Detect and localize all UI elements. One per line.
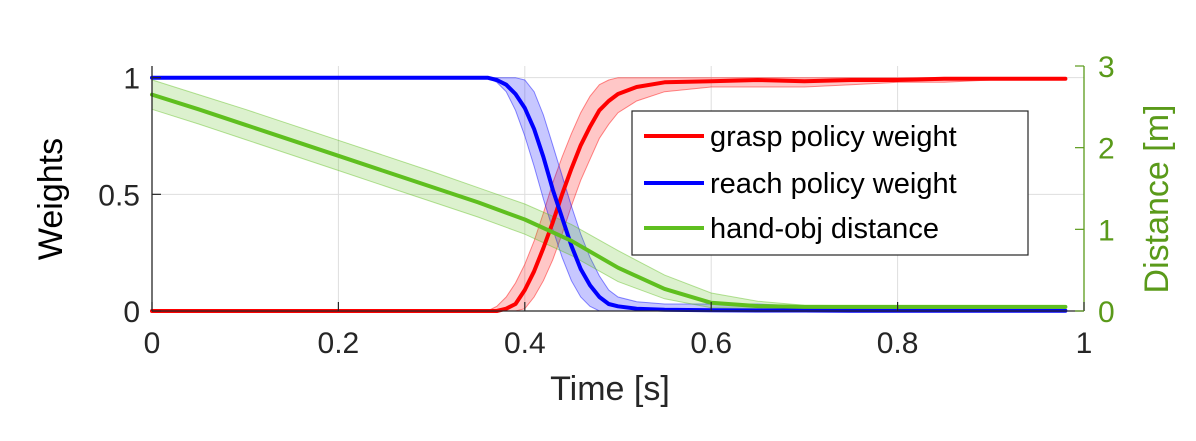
legend-label-reach: reach policy weight [710, 168, 957, 200]
x-axis-title: Time [s] [550, 370, 670, 408]
y-left-tick-label: 0 [123, 296, 140, 329]
legend: grasp policy weight reach policy weight … [631, 110, 1029, 256]
series-line-hand-obj-distance [150, 92, 1068, 309]
y-axis-left-title: Weights [32, 138, 70, 260]
x-tick-label: 0.4 [504, 327, 546, 360]
y-right-tick-label: 1 [1098, 214, 1115, 247]
x-tick-label: 0.8 [877, 327, 919, 360]
x-tick-label: 1 [1076, 327, 1093, 360]
x-tick-label: 0 [144, 327, 161, 360]
y-left-tick-label: 0.5 [98, 179, 140, 212]
y-right-tick-label: 3 [1098, 51, 1115, 84]
legend-label-distance: hand-obj distance [710, 213, 939, 245]
y-left-tick-label: 1 [123, 63, 140, 96]
x-tick-label: 0.2 [318, 327, 360, 360]
y-right-tick-label: 2 [1098, 133, 1115, 166]
axes [151, 65, 1085, 312]
y-right-tick-label: 0 [1098, 296, 1115, 329]
series-line-grasp-policy-weight [150, 76, 1068, 313]
x-tick-label: 0.6 [690, 327, 732, 360]
y-axis-right-title: Distance [m] [1138, 105, 1176, 294]
legend-label-grasp: grasp policy weight [710, 121, 957, 153]
